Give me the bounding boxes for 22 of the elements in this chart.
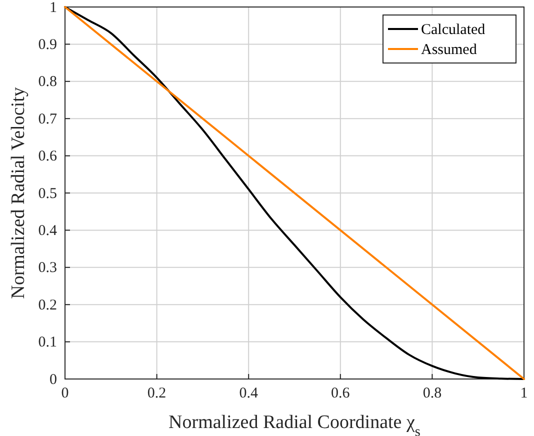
y-tick-label: 0.9 [38, 37, 57, 53]
y-tick-label: 0.4 [38, 223, 58, 239]
x-tick-label: 0.2 [147, 386, 166, 402]
y-tick-label: 0.2 [38, 297, 57, 314]
x-tick-label: 0.6 [331, 386, 350, 402]
x-tick-label: 0.8 [422, 386, 442, 402]
y-tick-label: 1 [50, 0, 57, 16]
x-axis-title: Normalized Radial Coordinate χ$_{s}$ [168, 412, 421, 436]
y-tick-label: 0.8 [38, 74, 57, 90]
legend-label: Assumed [421, 42, 478, 58]
y-tick-label: 0.6 [38, 148, 58, 165]
y-tick-label: 0.1 [38, 334, 57, 351]
y-tick-label: 0.5 [38, 186, 57, 202]
y-tick-label: 0.7 [38, 111, 58, 128]
x-tick-label: 0 [61, 386, 69, 402]
x-tick-label: 1 [520, 386, 528, 402]
legend-label: Calculated [421, 22, 486, 38]
x-tick-label: 0.4 [239, 386, 258, 402]
y-tick-label: 0 [50, 372, 57, 388]
line-series [64, 6, 525, 380]
y-axis-title: Normalized Radial Velocity [8, 86, 29, 299]
y-tick-label: 0.3 [38, 260, 57, 276]
